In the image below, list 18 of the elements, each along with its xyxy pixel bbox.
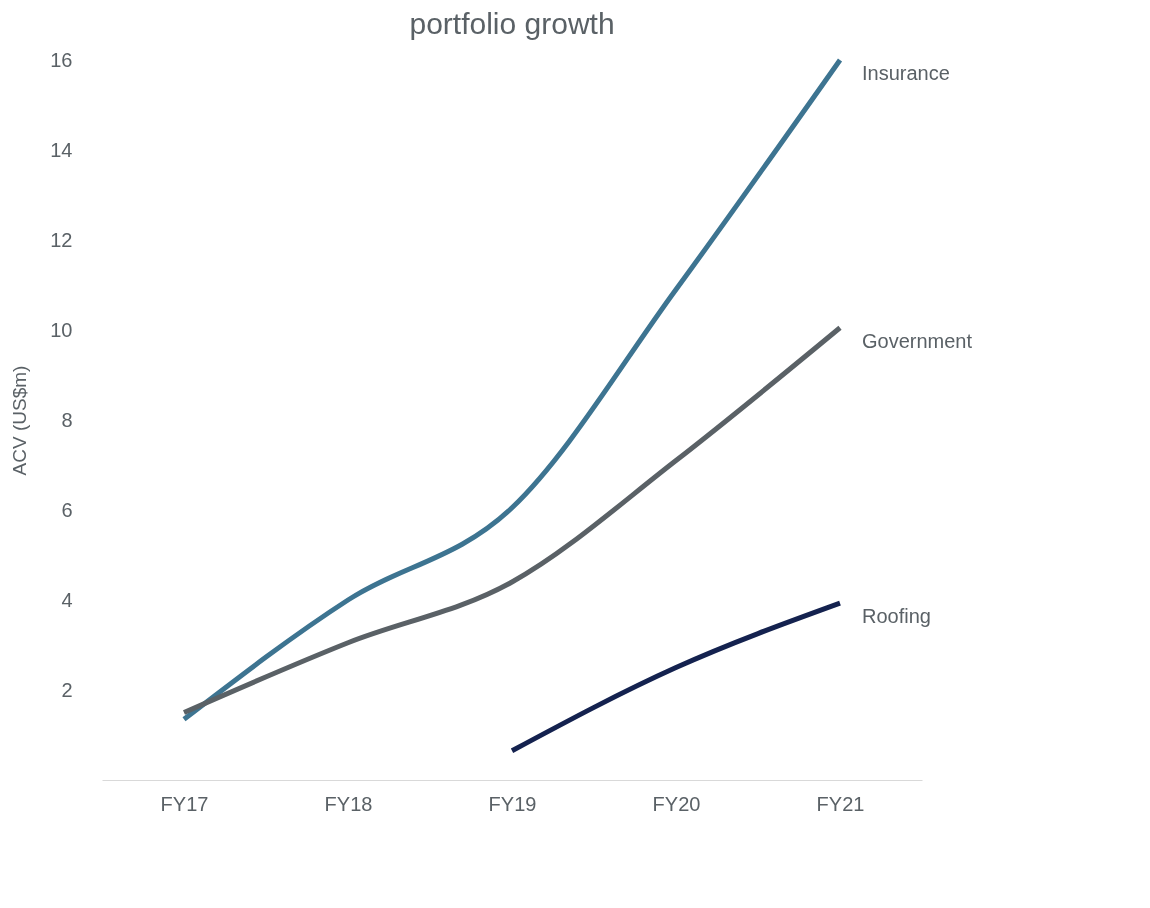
x-tick-label: FY18 (324, 792, 373, 815)
y-tick-label: 16 (50, 48, 73, 71)
y-tick-label: 12 (50, 228, 73, 251)
y-tick-label: 10 (50, 318, 73, 341)
y-tick-label: 6 (61, 498, 73, 521)
x-tick-label: FY20 (652, 792, 701, 815)
y-axis-title: ACV (US$m) (9, 365, 31, 476)
y-tick-label: 8 (61, 408, 73, 431)
x-tick-label: FY19 (488, 792, 537, 815)
series-label: Insurance (862, 62, 950, 84)
chart-title: portfolio growth (409, 7, 615, 40)
x-tick-label: FY17 (160, 792, 209, 815)
series-label: Government (862, 329, 973, 352)
y-tick-label: 14 (50, 138, 73, 161)
y-tick-label: 4 (61, 588, 73, 611)
y-tick-label: 2 (61, 678, 73, 701)
series-label: Roofing (862, 605, 931, 628)
x-tick-label: FY21 (816, 792, 865, 815)
